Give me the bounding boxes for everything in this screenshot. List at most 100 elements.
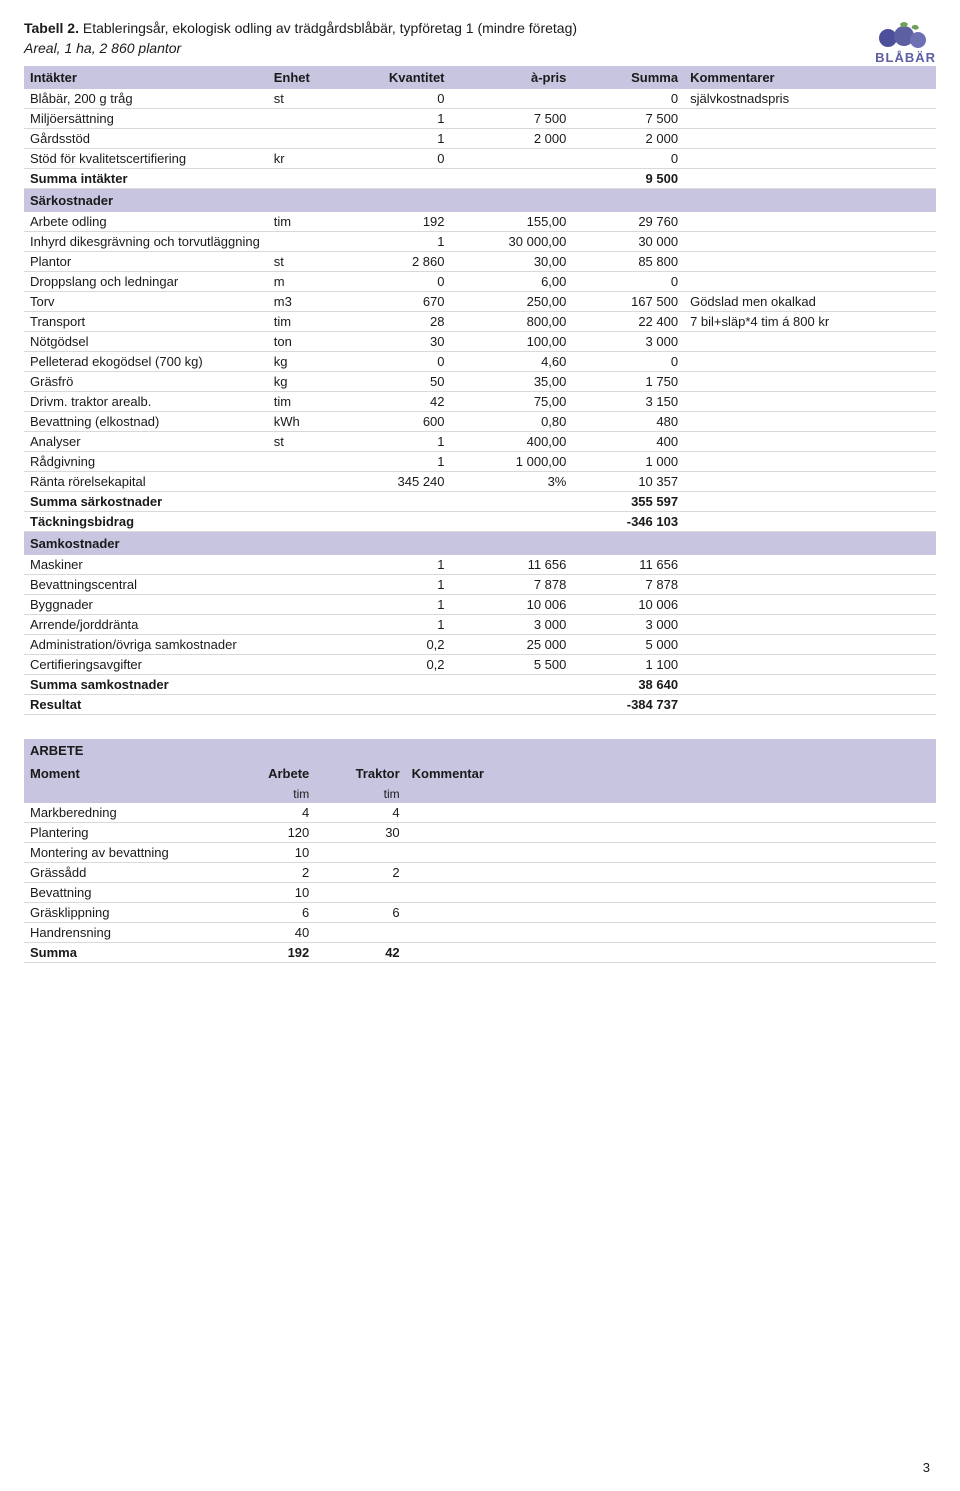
logo-text: BLÅBÄR xyxy=(875,50,936,65)
cell: 0 xyxy=(572,352,684,372)
cell xyxy=(315,883,405,903)
summa-samkostnader: Summa samkostnader38 640 xyxy=(24,675,936,695)
cell xyxy=(451,532,573,556)
table-row: Analyserst1400,00400 xyxy=(24,432,936,452)
cell: 0,80 xyxy=(451,412,573,432)
cell: 6 xyxy=(225,903,315,923)
cell xyxy=(684,532,936,556)
cell xyxy=(268,512,339,532)
cell xyxy=(684,675,936,695)
cell xyxy=(684,392,936,412)
cell: Stöd för kvalitetscertifiering xyxy=(24,149,268,169)
cell xyxy=(268,675,339,695)
cell: Montering av bevattning xyxy=(24,843,225,863)
cell: 30 000 xyxy=(572,232,684,252)
title-rest: Etableringsår, ekologisk odling av trädg… xyxy=(79,20,577,36)
cell xyxy=(684,252,936,272)
cell: 29 760 xyxy=(572,212,684,232)
cell: 10 xyxy=(225,843,315,863)
cell: Inhyrd dikesgrävning och torvutläggning xyxy=(24,232,268,252)
cell: 10 006 xyxy=(572,595,684,615)
cell: Moment xyxy=(24,762,225,785)
cell: 1 xyxy=(339,432,451,452)
cell: kr xyxy=(268,149,339,169)
cell: Intäkter xyxy=(24,66,268,89)
cell: Grässådd xyxy=(24,863,225,883)
cell: 9 500 xyxy=(572,169,684,189)
cell: Traktor xyxy=(315,762,405,785)
cell: Kvantitet xyxy=(339,66,451,89)
cell: 7 878 xyxy=(451,575,573,595)
table-row: Certifieringsavgifter0,25 5001 100 xyxy=(24,655,936,675)
cell xyxy=(684,232,936,252)
page-number: 3 xyxy=(923,1460,930,1475)
cell xyxy=(406,739,936,762)
cell: 3% xyxy=(451,472,573,492)
cell: 25 000 xyxy=(451,635,573,655)
cell: st xyxy=(268,432,339,452)
table-row: Administration/övriga samkostnader0,225 … xyxy=(24,635,936,655)
header-arbete: ARBETE xyxy=(24,739,936,762)
cell: Arbete odling xyxy=(24,212,268,232)
table-row: Markberedning44 xyxy=(24,803,936,823)
table-row: Arrende/jorddränta13 0003 000 xyxy=(24,615,936,635)
cell xyxy=(339,169,451,189)
table-row: Plantering12030 xyxy=(24,823,936,843)
cell xyxy=(684,432,936,452)
cell: 3 000 xyxy=(572,332,684,352)
cell: tim xyxy=(225,785,315,803)
cell: 42 xyxy=(315,943,405,963)
cell: 38 640 xyxy=(572,675,684,695)
cell: 10 006 xyxy=(451,595,573,615)
cell xyxy=(684,189,936,213)
table-row: Droppslang och ledningarm06,000 xyxy=(24,272,936,292)
table-row: Miljöersättning17 5007 500 xyxy=(24,109,936,129)
cell: 192 xyxy=(339,212,451,232)
cell: 75,00 xyxy=(451,392,573,412)
cell: 4 xyxy=(315,803,405,823)
table-row: Pelleterad ekogödsel (700 kg)kg04,600 xyxy=(24,352,936,372)
cell: 1 xyxy=(339,129,451,149)
cell xyxy=(451,675,573,695)
cell: st xyxy=(268,252,339,272)
title-bold: Tabell 2. xyxy=(24,20,79,36)
cell: 1 xyxy=(339,595,451,615)
cell: 2 xyxy=(315,863,405,883)
cell: Certifieringsavgifter xyxy=(24,655,268,675)
cell: 0 xyxy=(572,272,684,292)
cell: 1 xyxy=(339,109,451,129)
cell: Plantering xyxy=(24,823,225,843)
cell: Ränta rörelsekapital xyxy=(24,472,268,492)
cell xyxy=(684,452,936,472)
table-row: Grässådd22 xyxy=(24,863,936,883)
tackningsbidrag: Täckningsbidrag-346 103 xyxy=(24,512,936,532)
cell: 3 000 xyxy=(451,615,573,635)
cell xyxy=(684,695,936,715)
cell xyxy=(406,883,936,903)
cell xyxy=(268,615,339,635)
cell: 0 xyxy=(339,149,451,169)
cell: 167 500 xyxy=(572,292,684,312)
cell: 4,60 xyxy=(451,352,573,372)
cell: m3 xyxy=(268,292,339,312)
cell xyxy=(315,923,405,943)
cell: Handrensning xyxy=(24,923,225,943)
table-row: Arbete odlingtim192155,0029 760 xyxy=(24,212,936,232)
cell: 1 xyxy=(339,615,451,635)
cell: 800,00 xyxy=(451,312,573,332)
cell: 1 750 xyxy=(572,372,684,392)
cell: Summa intäkter xyxy=(24,169,268,189)
cell: Resultat xyxy=(24,695,268,715)
header-sarkostnader: Särkostnader xyxy=(24,189,936,213)
cell: Transport xyxy=(24,312,268,332)
cell xyxy=(339,189,451,213)
cell xyxy=(451,512,573,532)
cell: 0,2 xyxy=(339,655,451,675)
summa-intakter: Summa intäkter 9 500 xyxy=(24,169,936,189)
cell: 7 500 xyxy=(451,109,573,129)
blueberry-icon xyxy=(870,20,936,50)
cell xyxy=(406,823,936,843)
cell xyxy=(339,512,451,532)
cell: 30,00 xyxy=(451,252,573,272)
cell: Drivm. traktor arealb. xyxy=(24,392,268,412)
